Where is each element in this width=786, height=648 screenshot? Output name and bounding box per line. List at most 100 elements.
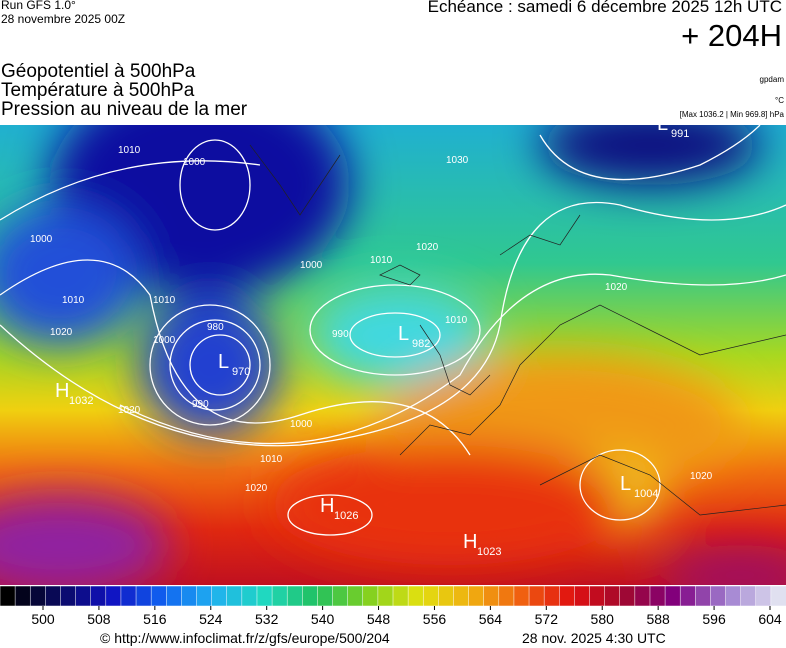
isobar-label: 1010	[445, 315, 468, 326]
isobar-label: 1000	[183, 157, 206, 168]
colorbar-swatch	[755, 586, 772, 607]
colorbar-swatch	[241, 586, 258, 607]
colorbar-swatch	[695, 586, 712, 607]
pressure-center: H	[463, 531, 477, 553]
pressure-center: L	[218, 351, 229, 373]
colorbar-swatch	[211, 586, 228, 607]
colorbar-swatch	[75, 586, 92, 607]
unit: [Max 1036.2 | Min 969.8] hPa	[679, 110, 784, 119]
colorbar-swatch	[649, 586, 666, 607]
pressure-value: 1026	[334, 510, 358, 522]
pressure-value: 970	[232, 366, 250, 378]
colorbar-swatch	[105, 586, 122, 607]
colorbar-swatch	[120, 586, 137, 607]
colorbar-swatch	[256, 586, 273, 607]
colorbar-swatch	[377, 586, 394, 607]
colorbar-swatch	[422, 586, 440, 607]
unit: °C	[775, 96, 784, 105]
colorbar-tick-label: 532	[255, 611, 279, 627]
colorbar-tick-label: 556	[423, 611, 447, 627]
isobar-label: 980	[207, 322, 224, 333]
colorbar-tick-label: 548	[367, 611, 391, 627]
colorbar-swatch	[528, 586, 545, 607]
colorbar-tick-label: 516	[143, 611, 167, 627]
colorbar-swatch	[14, 586, 31, 607]
colorbar-tick-label: 500	[31, 611, 55, 627]
isobar-label: 990	[332, 329, 349, 340]
colorbar-swatch	[196, 586, 213, 607]
colorbar-swatch	[740, 586, 757, 607]
colorbar-tick-label: 540	[311, 611, 335, 627]
isobar-label: 1000	[300, 260, 323, 271]
colorbar-swatch	[347, 586, 364, 607]
colorbar-swatch	[725, 586, 742, 607]
colorbar-tick-label: 588	[646, 611, 670, 627]
pressure-value: 1023	[477, 546, 501, 558]
isobar-label: 1010	[62, 295, 85, 306]
colorbar-swatch	[664, 586, 681, 607]
isobar-label: 1030	[446, 155, 469, 166]
isobar-label: 1020	[245, 483, 268, 494]
coastlines	[249, 144, 786, 516]
colorbar-swatch	[0, 586, 16, 607]
title: Pression au niveau de la mer	[1, 99, 248, 120]
isobar-label: 1000	[153, 335, 176, 346]
colorbar-swatch	[619, 586, 636, 607]
colorbar-tick-label: 564	[479, 611, 503, 627]
unit: gpdam	[759, 75, 784, 84]
colorbar-tick-label: 572	[535, 611, 559, 627]
colorbar-swatch	[559, 586, 576, 607]
pressure-center: H	[55, 380, 69, 402]
isobar-label: 1000	[290, 419, 313, 430]
isobar-label: 1010	[260, 454, 283, 465]
isobars	[0, 125, 786, 536]
echeance: Echéance : samedi 6 décembre 2025 12h UT…	[427, 0, 782, 16]
title: Géopotentiel à 500hPa	[1, 61, 196, 82]
colorbar-swatch	[468, 586, 485, 607]
pressure-center: L	[620, 473, 631, 495]
pressure-center: L	[657, 125, 668, 135]
colorbar-tick-label: 580	[591, 611, 615, 627]
colorbar-swatch	[483, 586, 500, 607]
isobar-label: 990	[192, 399, 209, 410]
colorbar-swatch	[60, 586, 77, 607]
colorbar-tick-label: 524	[199, 611, 223, 627]
pressure-value: 991	[671, 128, 689, 140]
colorbar-swatch	[29, 586, 47, 607]
pressure-value: 982	[412, 338, 430, 350]
colorbar-tick-label: 604	[758, 611, 782, 627]
colorbar-swatch	[286, 586, 304, 607]
colorbar-swatch	[226, 586, 243, 607]
isobar-label: 1020	[416, 242, 439, 253]
run: Run GFS 1.0°	[1, 0, 76, 12]
isobar-label: 1020	[690, 471, 713, 482]
title: Température à 500hPa	[1, 80, 195, 101]
colorbar-swatch	[332, 586, 349, 607]
colorbar-swatch	[543, 586, 561, 607]
colorbar-swatch	[498, 586, 515, 607]
colorbar: 500 508 516 524 532 540 548 556 564 572 580 588 596 6…	[0, 586, 786, 627]
isobar-label: 1020	[118, 405, 141, 416]
pressure-value: 1032	[69, 395, 93, 407]
colorbar-swatch	[392, 586, 409, 607]
colorbar-swatch	[362, 586, 379, 607]
isobar-label: 1020	[605, 282, 628, 293]
pressure-center: L	[398, 323, 409, 345]
colorbar-swatch	[166, 586, 183, 607]
colorbar-swatch	[271, 586, 288, 607]
colorbar-swatch	[302, 586, 319, 607]
isobar-label: 1000	[30, 234, 53, 245]
pressure-center: H	[320, 495, 334, 517]
colorbar-tick-label: 508	[87, 611, 111, 627]
colorbar-swatch	[90, 586, 107, 607]
isobar-label: 1010	[153, 295, 176, 306]
colorbar-swatch	[150, 586, 168, 607]
isobar-label: 1010	[370, 255, 393, 266]
colorbar-swatch	[181, 586, 198, 607]
source-url: © http://www.infoclimat.fr/z/gfs/europe/…	[100, 630, 390, 646]
run-date: 28 novembre 2025 00Z	[1, 12, 126, 26]
colorbar-swatch	[574, 586, 591, 607]
timestamp: 28 nov. 2025 4:30 UTC	[522, 630, 666, 646]
colorbar-swatch	[710, 586, 727, 607]
